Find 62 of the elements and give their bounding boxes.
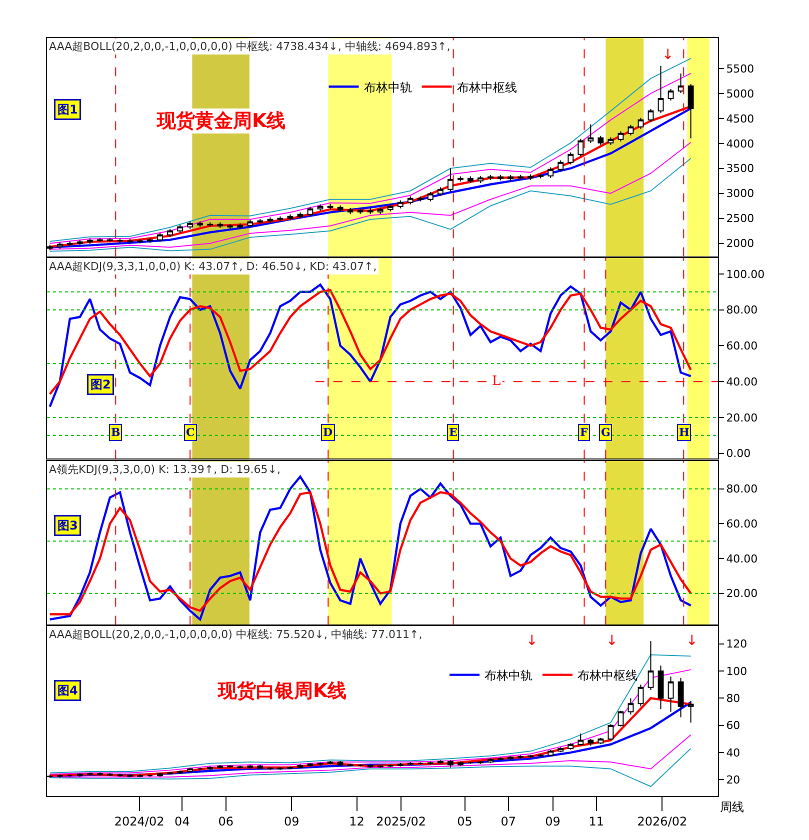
ref-line-label: B	[111, 426, 120, 439]
chart-subtitle: A领先KDJ(9,3,3,0,0) K: 13.39↑, D: 19.65↓,	[49, 463, 281, 476]
legend-label: 布林中轨	[364, 80, 412, 94]
ref-line-label: F	[580, 426, 588, 439]
x-tick-label: 12	[349, 814, 364, 828]
y-tick-label: 5500	[726, 62, 754, 76]
annotation: 图3	[58, 518, 78, 532]
y-tick-label: 80	[726, 692, 740, 706]
x-tick-label: 05	[457, 814, 472, 828]
x-tick-label: 09	[545, 814, 560, 828]
chart-subtitle: AAA超BOLL(20,2,0,0,-1,0,0,0,0,0) 中枢线: 4738.434↓, 中轴线: 4694.893↑,	[49, 40, 450, 53]
annotation: ↓	[526, 633, 538, 649]
annotation: 图1	[58, 102, 78, 116]
y-tick-label: 20	[726, 774, 740, 787]
x-tick-label: 07	[500, 814, 516, 828]
y-tick-label: 100	[726, 664, 748, 678]
y-tick-label: 20.00	[726, 587, 758, 600]
ref-line-label: L	[492, 374, 501, 389]
ref-line-label: C	[186, 426, 195, 439]
y-tick-label: 80.00	[726, 482, 758, 496]
y-tick-label: 60	[726, 719, 740, 732]
annotation: 图4	[58, 684, 78, 698]
y-tick-label: 3000	[726, 187, 754, 200]
x-tick-label: 04	[174, 814, 190, 828]
x-tick-label: 2026/02	[637, 814, 688, 828]
y-tick-label: 100.00	[726, 268, 765, 281]
y-tick-label: 120	[726, 638, 748, 651]
annotation: 图2	[90, 378, 111, 392]
ref-line-label: D	[323, 426, 333, 439]
y-tick-label: 40.00	[726, 375, 758, 388]
y-tick-label: 40	[726, 746, 740, 760]
y-tick-label: 2000	[726, 237, 754, 250]
x-tick-label: 2024/02	[114, 814, 164, 828]
x-tick-label: 2025/02	[376, 814, 426, 828]
chart-subtitle: AAA超BOLL(20,2,0,0,-1,0,0,0,0,0) 中枢线: 75.520↓, 中轴线: 77.011↑,	[49, 628, 422, 641]
ref-line-label: H	[679, 426, 690, 439]
y-tick-label: 20.00	[726, 411, 758, 424]
y-tick-label: 4000	[726, 137, 754, 150]
legend-label: 布林中轨	[484, 668, 533, 682]
x-tick-label: 09	[284, 814, 300, 828]
y-tick-label: 3500	[726, 162, 754, 176]
x-tick-label: 11	[588, 814, 604, 828]
x-tick-label: 06	[218, 814, 234, 828]
text: 现货黄金周K线	[156, 110, 286, 132]
y-tick-label: 2500	[726, 212, 754, 226]
y-tick-label: 4500	[726, 112, 754, 126]
x-axis-title: 周线	[720, 800, 744, 814]
text: 现货白银周K线	[217, 680, 347, 702]
annotation: ↓	[606, 633, 618, 649]
y-tick-label: 60.00	[726, 518, 758, 531]
chart-subtitle: AAA超KDJ(9,3,3,1,0,0,0) K: 43.07↑, D: 46.50↓, KD: 43.07↑,	[49, 260, 377, 273]
y-tick-label: 40.00	[726, 552, 758, 566]
y-tick-label: 5000	[726, 87, 754, 100]
legend-label: 布林中枢线	[456, 80, 517, 94]
legend-label: 布林中枢线	[578, 668, 638, 682]
annotation: ↓	[686, 633, 698, 649]
y-tick-label: 0.00	[726, 447, 751, 460]
y-tick-label: 80.00	[726, 304, 758, 317]
ref-line-label: E	[449, 426, 458, 439]
y-tick-label: 60.00	[726, 340, 758, 353]
ref-line-label: G	[601, 426, 610, 439]
annotation: ↓	[662, 47, 674, 63]
